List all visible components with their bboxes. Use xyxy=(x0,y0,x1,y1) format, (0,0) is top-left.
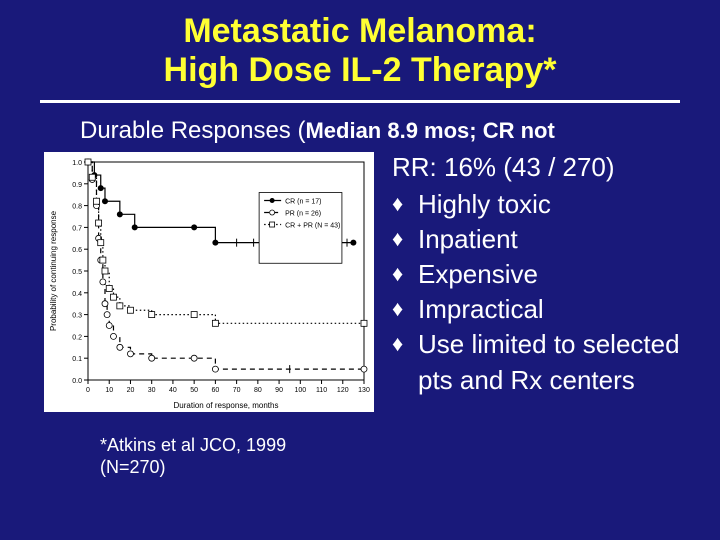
subtitle-paren: Median 8.9 mos; CR not xyxy=(305,118,554,143)
subtitle-lead: Durable Responses ( xyxy=(80,117,305,144)
svg-text:1.0: 1.0 xyxy=(72,160,82,167)
svg-text:Probability of continuing resp: Probability of continuing response xyxy=(49,210,58,331)
svg-text:CR + PR (N = 43): CR + PR (N = 43) xyxy=(285,223,340,230)
bullet-item: ♦Highly toxic xyxy=(392,187,680,222)
text-column: RR: 16% (43 / 270) ♦Highly toxic♦Inpatie… xyxy=(380,150,680,479)
content-row: 0 10 20 30 40 50 60 70 80 90 100 110 120 130 0.0 0.1 0.2… xyxy=(40,150,680,479)
svg-text:Duration of response, months: Duration of response, months xyxy=(174,401,279,410)
diamond-icon: ♦ xyxy=(392,187,418,220)
bullet-list: ♦Highly toxic♦Inpatient♦Expensive♦Imprac… xyxy=(392,187,680,398)
svg-text:120: 120 xyxy=(337,387,349,394)
bullet-text: Use limited to selected pts and Rx cente… xyxy=(418,327,680,397)
citation-line-2: (N=270) xyxy=(100,457,166,477)
subtitle: Durable Responses (Median 8.9 mos; CR no… xyxy=(80,117,660,146)
svg-text:0.0: 0.0 xyxy=(72,378,82,385)
bullet-text: Impractical xyxy=(418,292,680,327)
bullet-item: ♦Use limited to selected pts and Rx cent… xyxy=(392,327,680,397)
svg-text:0.2: 0.2 xyxy=(72,334,82,341)
bullet-text: Expensive xyxy=(418,257,680,292)
svg-text:0.8: 0.8 xyxy=(72,204,82,211)
diamond-icon: ♦ xyxy=(392,292,418,325)
bullet-item: ♦Expensive xyxy=(392,257,680,292)
slide: Metastatic Melanoma: High Dose IL-2 Ther… xyxy=(0,0,720,540)
svg-text:10: 10 xyxy=(105,387,113,394)
svg-text:0.3: 0.3 xyxy=(72,313,82,320)
svg-text:20: 20 xyxy=(127,387,135,394)
title-line-2: High Dose IL-2 Therapy* xyxy=(164,51,557,89)
svg-text:CR (n = 17): CR (n = 17) xyxy=(285,199,321,206)
svg-text:110: 110 xyxy=(316,387,327,394)
svg-text:0.1: 0.1 xyxy=(72,356,82,363)
svg-text:0.4: 0.4 xyxy=(72,291,82,298)
diamond-icon: ♦ xyxy=(392,327,418,360)
svg-text:PR (n = 26): PR (n = 26) xyxy=(285,211,321,218)
svg-text:0.6: 0.6 xyxy=(72,247,82,254)
svg-text:0.7: 0.7 xyxy=(72,225,82,232)
svg-text:100: 100 xyxy=(294,387,306,394)
chart-column: 0 10 20 30 40 50 60 70 80 90 100 110 120 130 0.0 0.1 0.2… xyxy=(40,150,380,479)
bullet-item: ♦Impractical xyxy=(392,292,680,327)
diamond-icon: ♦ xyxy=(392,257,418,290)
km-chart-svg: 0 10 20 30 40 50 60 70 80 90 100 110 120 130 0.0 0.1 0.2… xyxy=(44,152,374,412)
title-line-1: Metastatic Melanoma: xyxy=(183,12,536,50)
svg-text:70: 70 xyxy=(233,387,241,394)
bullet-item: ♦Inpatient xyxy=(392,222,680,257)
bullet-text: Inpatient xyxy=(418,222,680,257)
diamond-icon: ♦ xyxy=(392,222,418,255)
citation-line-1: *Atkins et al JCO, 1999 xyxy=(100,435,286,455)
svg-text:0.5: 0.5 xyxy=(72,269,82,276)
slide-title: Metastatic Melanoma: High Dose IL-2 Ther… xyxy=(40,12,680,90)
response-rate: RR: 16% (43 / 270) xyxy=(392,150,680,185)
svg-text:60: 60 xyxy=(211,387,219,394)
km-chart: 0 10 20 30 40 50 60 70 80 90 100 110 120 130 0.0 0.1 0.2… xyxy=(44,152,374,412)
svg-text:0.9: 0.9 xyxy=(72,182,82,189)
svg-text:0: 0 xyxy=(86,387,90,394)
citation: *Atkins et al JCO, 1999 (N=270) xyxy=(100,434,286,479)
divider xyxy=(40,100,680,103)
svg-text:90: 90 xyxy=(275,387,283,394)
svg-text:80: 80 xyxy=(254,387,262,394)
svg-text:130: 130 xyxy=(358,387,370,394)
svg-text:40: 40 xyxy=(169,387,177,394)
bullet-text: Highly toxic xyxy=(418,187,680,222)
svg-text:30: 30 xyxy=(148,387,156,394)
svg-text:50: 50 xyxy=(190,387,198,394)
